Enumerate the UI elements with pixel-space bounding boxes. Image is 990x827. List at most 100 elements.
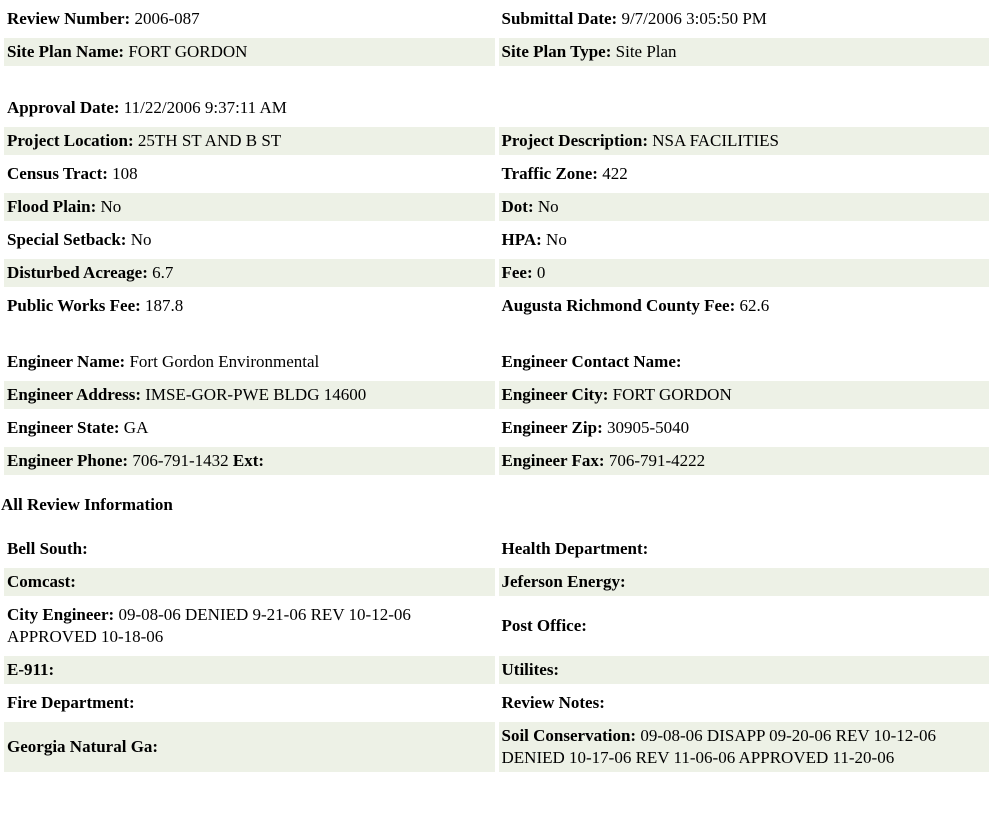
field-label: Approval Date:	[7, 98, 120, 117]
table-row: Engineer Name: Fort Gordon Environmental…	[4, 348, 989, 376]
field-project-description: Project Description: NSA FACILITIES	[498, 127, 989, 155]
field-label: Disturbed Acreage:	[7, 263, 148, 282]
field-census-tract: Census Tract: 108	[4, 160, 495, 188]
field-engineer-zip: Engineer Zip: 30905-5040	[499, 414, 990, 442]
site-plan-review-details: Review Number: 2006-087 Submittal Date: 9…	[0, 0, 990, 777]
field-georgia-natural-ga: Georgia Natural Ga:	[4, 722, 495, 772]
field-value: GA	[123, 418, 149, 437]
field-flood-plain: Flood Plain: No	[4, 193, 495, 221]
field-value: 108	[112, 164, 138, 183]
field-label: Post Office:	[501, 616, 587, 635]
field-value: 25TH ST AND B ST	[137, 131, 282, 150]
field-label: Fee:	[501, 263, 533, 282]
table-row: E-911: Utilites:	[4, 656, 989, 684]
field-value: 09-08-06 DENIED 9-21-06 REV 10-12-06 APP…	[7, 605, 411, 646]
field-value: FORT GORDON	[128, 42, 248, 61]
field-label: Georgia Natural Ga:	[7, 737, 159, 756]
field-label: Flood Plain:	[7, 197, 97, 216]
field-label: Engineer City:	[501, 385, 609, 404]
field-label: Soil Conservation:	[501, 726, 637, 745]
details-table: Engineer Name: Fort Gordon Environmental…	[0, 343, 990, 480]
table-row: Project Location: 25TH ST AND B ST Projec…	[4, 127, 989, 155]
table-row: Approval Date: 11/22/2006 9:37:11 AM	[4, 94, 989, 122]
field-value: 706-791-4222	[608, 451, 706, 470]
field-site-plan-type: Site Plan Type: Site Plan	[498, 38, 989, 66]
field-city-engineer: City Engineer: 09-08-06 DENIED 9-21-06 R…	[4, 601, 495, 651]
field-value: 422	[602, 164, 628, 183]
table-row: Special Setback: No HPA: No	[4, 226, 989, 254]
field-post-office: Post Office:	[499, 601, 990, 651]
table-row: Engineer Address: IMSE-GOR-PWE BLDG 1460…	[4, 381, 989, 409]
field-label: Engineer State:	[7, 418, 120, 437]
field-hpa: HPA: No	[499, 226, 990, 254]
table-row: Flood Plain: No Dot: No	[4, 193, 989, 221]
field-fee: Fee: 0	[498, 259, 989, 287]
field-value: No	[130, 230, 152, 249]
field-label: Public Works Fee:	[7, 296, 141, 315]
table-row: Bell South: Health Department:	[4, 535, 989, 563]
field-label: Engineer Zip:	[501, 418, 603, 437]
table-row: Census Tract: 108 Traffic Zone: 422	[4, 160, 989, 188]
field-value: Site Plan	[615, 42, 677, 61]
field-label: Engineer Fax:	[501, 451, 605, 470]
field-label: Traffic Zone:	[501, 164, 598, 183]
field-traffic-zone: Traffic Zone: 422	[499, 160, 990, 188]
field-label: Engineer Phone:	[7, 451, 129, 470]
field-jeferson-energy: Jeferson Energy:	[498, 568, 989, 596]
field-engineer-address: Engineer Address: IMSE-GOR-PWE BLDG 1460…	[4, 381, 495, 409]
field-comcast: Comcast:	[4, 568, 495, 596]
field-label: Engineer Name:	[7, 352, 126, 371]
field-label: Project Description:	[501, 131, 649, 150]
field-engineer-fax: Engineer Fax: 706-791-4222	[498, 447, 989, 475]
field-disturbed-acreage: Disturbed Acreage: 6.7	[4, 259, 495, 287]
field-label: HPA:	[501, 230, 542, 249]
field-label: Utilites:	[501, 660, 560, 679]
field-value: 9/7/2006 3:05:50 PM	[621, 9, 767, 28]
field-engineer-name: Engineer Name: Fort Gordon Environmental	[4, 348, 495, 376]
field-engineer-contact-name: Engineer Contact Name:	[499, 348, 990, 376]
field-label: Submittal Date:	[501, 9, 618, 28]
field-submittal-date: Submittal Date: 9/7/2006 3:05:50 PM	[499, 5, 990, 33]
field-site-plan-name: Site Plan Name: FORT GORDON	[4, 38, 495, 66]
field-bell-south: Bell South:	[4, 535, 495, 563]
field-health-department: Health Department:	[499, 535, 990, 563]
field-review-notes: Review Notes:	[499, 689, 990, 717]
section-heading: All Review Information	[1, 495, 173, 514]
field-value: 187.8	[145, 296, 184, 315]
field-e-911: E-911:	[4, 656, 495, 684]
field-label: Review Notes:	[501, 693, 605, 712]
field-engineer-phone: Engineer Phone: 706-791-1432 Ext:	[4, 447, 495, 475]
field-engineer-state: Engineer State: GA	[4, 414, 495, 442]
field-value: 62.6	[739, 296, 770, 315]
field-augusta-richmond-county-fee: Augusta Richmond County Fee: 62.6	[499, 292, 990, 320]
field-public-works-fee: Public Works Fee: 187.8	[4, 292, 495, 320]
field-soil-conservation: Soil Conservation: 09-08-06 DISAPP 09-20…	[498, 722, 989, 772]
details-table: Review Number: 2006-087 Submittal Date: 9…	[0, 0, 990, 71]
table-row: Fire Department: Review Notes:	[4, 689, 989, 717]
field-label: Health Department:	[501, 539, 649, 558]
field-label: Comcast:	[7, 572, 76, 591]
field-value: IMSE-GOR-PWE BLDG 14600	[145, 385, 367, 404]
field-label: Site Plan Type:	[501, 42, 612, 61]
field-value: No	[100, 197, 122, 216]
field-label: Engineer Address:	[7, 385, 141, 404]
field-value: 2006-087	[134, 9, 200, 28]
field-fire-department: Fire Department:	[4, 689, 495, 717]
table-row: Disturbed Acreage: 6.7 Fee: 0	[4, 259, 989, 287]
table-row: Site Plan Name: FORT GORDON Site Plan Typ…	[4, 38, 989, 66]
field-extra-label: Ext:	[232, 451, 265, 470]
field-project-location: Project Location: 25TH ST AND B ST	[4, 127, 495, 155]
details-table: Bell South: Health Department: Comcast: …	[0, 530, 990, 777]
field-label: Special Setback:	[7, 230, 127, 249]
field-label: Fire Department:	[7, 693, 135, 712]
details-table: Approval Date: 11/22/2006 9:37:11 AM Proj…	[0, 89, 990, 325]
field-label: Review Number:	[7, 9, 131, 28]
field-value: NSA FACILITIES	[652, 131, 779, 150]
field-label: Site Plan Name:	[7, 42, 125, 61]
field-utilites: Utilites:	[498, 656, 989, 684]
field-engineer-city: Engineer City: FORT GORDON	[498, 381, 989, 409]
table-row: Comcast: Jeferson Energy:	[4, 568, 989, 596]
field-value: 6.7	[152, 263, 174, 282]
field-value: FORT GORDON	[612, 385, 732, 404]
table-row: City Engineer: 09-08-06 DENIED 9-21-06 R…	[4, 601, 989, 651]
